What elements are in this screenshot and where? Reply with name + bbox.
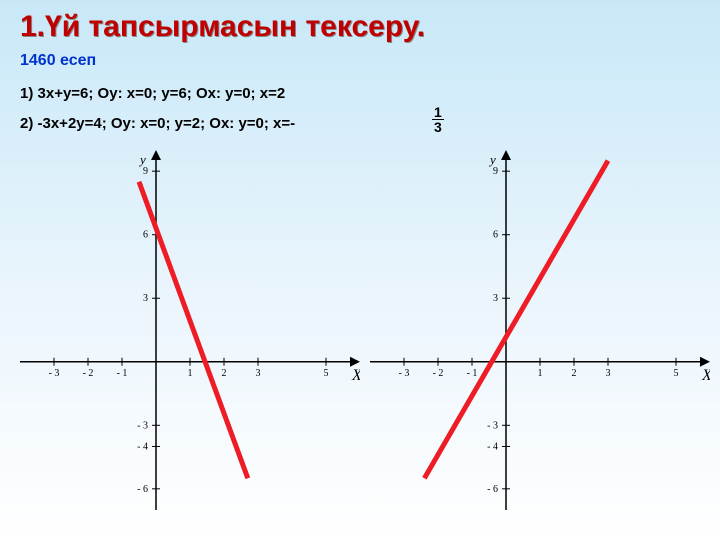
svg-text:- 3: - 3 [49, 368, 60, 379]
svg-text:2: 2 [572, 368, 577, 379]
svg-text:3: 3 [493, 293, 498, 304]
svg-text:- 6: - 6 [487, 484, 498, 495]
svg-text:1: 1 [188, 368, 193, 379]
svg-text:9: 9 [493, 166, 498, 177]
svg-text:2: 2 [222, 368, 227, 379]
chart-left-svg: - 3 - 2 - 1 1 2 3 5 3 6 9 - 3 - 4 - 6 Xy [20, 150, 360, 510]
svg-text:3: 3 [143, 293, 148, 304]
svg-text:- 2: - 2 [433, 368, 444, 379]
svg-text:X: X [701, 367, 710, 384]
svg-text:y: y [138, 152, 146, 167]
chart-right: - 3 - 2 - 1 1 2 3 5 3 6 9 - 3 - 4 - 6 Xy [370, 150, 710, 510]
svg-text:5: 5 [324, 368, 329, 379]
svg-text:X: X [351, 367, 360, 384]
svg-text:- 1: - 1 [467, 368, 478, 379]
svg-text:- 3: - 3 [137, 420, 148, 431]
chart-right-svg: - 3 - 2 - 1 1 2 3 5 3 6 9 - 3 - 4 - 6 Xy [370, 150, 710, 510]
svg-text:- 1: - 1 [117, 368, 128, 379]
svg-text:5: 5 [674, 368, 679, 379]
svg-text:3: 3 [606, 368, 611, 379]
fraction-denominator: 3 [432, 120, 444, 134]
svg-text:- 6: - 6 [137, 484, 148, 495]
charts-container: - 3 - 2 - 1 1 2 3 5 3 6 9 - 3 - 4 - 6 Xy - 3 - 2 - 1 1 2 3… [0, 150, 720, 530]
svg-text:y: y [488, 152, 496, 167]
equation-2: 2) -3x+2y=4; Oy: x=0; y=2; Ox: y=0; x=- [20, 115, 295, 132]
svg-text:9: 9 [143, 166, 148, 177]
equation-1: 1) 3x+y=6; Oy: x=0; y=6; Ox: y=0; x=2 [20, 85, 285, 102]
svg-text:1: 1 [538, 368, 543, 379]
svg-text:- 3: - 3 [399, 368, 410, 379]
chart-left: - 3 - 2 - 1 1 2 3 5 3 6 9 - 3 - 4 - 6 Xy [20, 150, 360, 510]
fraction-numerator: 1 [432, 105, 444, 120]
subtitle: 1460 есеп [20, 52, 96, 70]
svg-text:- 4: - 4 [487, 441, 498, 452]
svg-text:6: 6 [493, 230, 498, 241]
fraction: 1 3 [432, 105, 444, 134]
svg-text:3: 3 [256, 368, 261, 379]
page-title: 1.Үй тапсырмасын тексеру. [20, 10, 425, 44]
svg-text:6: 6 [143, 230, 148, 241]
svg-text:- 2: - 2 [83, 368, 94, 379]
svg-text:- 4: - 4 [137, 441, 148, 452]
svg-text:- 3: - 3 [487, 420, 498, 431]
